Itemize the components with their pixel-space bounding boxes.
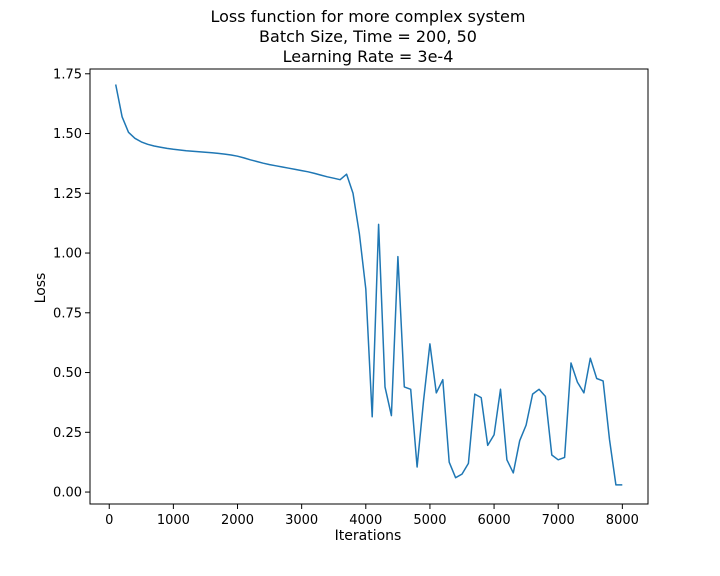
- plot-area: 0 1000 2000 3000 4000 5000 6000 7000 8000 0.00 0.2…: [53, 67, 649, 528]
- y-tick-label: 0.00: [53, 486, 82, 501]
- plot-frame: [89, 68, 649, 505]
- x-tick-label: 6000: [478, 513, 511, 528]
- x-tick-label: 0: [105, 513, 113, 528]
- y-tick-label: 1.75: [53, 67, 82, 82]
- x-tick-label: 3000: [285, 513, 318, 528]
- chart-title-line-3: Learning Rate = 3e-4: [283, 47, 454, 66]
- y-axis-label: Loss: [33, 273, 49, 304]
- series-line-0: [114, 84, 623, 486]
- y-tick-label: 1.00: [53, 247, 82, 262]
- x-tick-label: 5000: [413, 513, 446, 528]
- chart-title-line-1: Loss function for more complex system: [211, 7, 526, 26]
- x-tick-label: 1000: [157, 513, 190, 528]
- x-tick-label: 4000: [349, 513, 382, 528]
- y-tick-label: 1.25: [53, 187, 82, 202]
- x-tick-label: 2000: [221, 513, 254, 528]
- chart-title-line-2: Batch Size, Time = 200, 50: [259, 27, 477, 46]
- y-tick-label: 0.50: [53, 366, 82, 381]
- x-tick-label: 8000: [606, 513, 639, 528]
- x-axis-label: Iterations: [335, 528, 402, 544]
- y-tick-label: 0.25: [53, 426, 82, 441]
- y-tick-label: 1.50: [53, 127, 82, 142]
- x-tick-label: 7000: [542, 513, 575, 528]
- y-tick-label: 0.75: [53, 306, 82, 321]
